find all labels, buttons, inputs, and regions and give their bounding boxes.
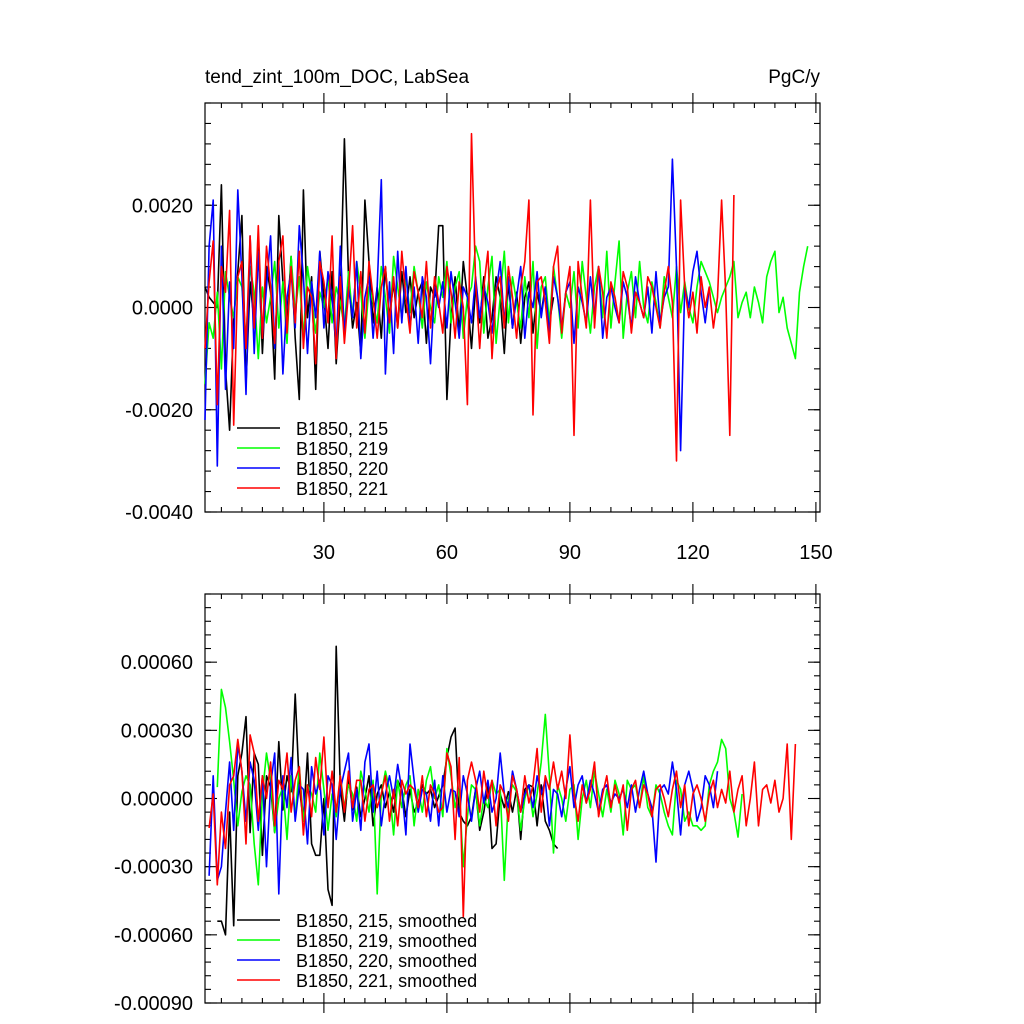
top-panel: tend_zint_100m_DOC, LabSea PgC/y 0.0020 0… xyxy=(125,67,832,564)
x-tick-label: 30 xyxy=(313,542,335,564)
y-tick-label: 0.0000 xyxy=(132,298,193,320)
x-tick-label: 60 xyxy=(436,542,458,564)
y-tick-label: -0.00060 xyxy=(114,925,193,947)
legend-label: B1850, 219, smoothed xyxy=(296,931,477,951)
bottom-panel: 0.00060 0.00030 0.00000 -0.00030 -0.00060 -0.… xyxy=(114,584,821,1015)
chart-title: tend_zint_100m_DOC, LabSea xyxy=(205,67,469,88)
y-tick-label: -0.0040 xyxy=(125,502,193,524)
y-tick-label: 0.00030 xyxy=(121,720,193,742)
units-label: PgC/y xyxy=(768,67,820,88)
series-line-4 xyxy=(208,734,797,918)
legend-label: B1850, 220 xyxy=(296,459,388,479)
x-tick-label: 150 xyxy=(799,542,832,564)
series-line-4 xyxy=(204,132,735,462)
legend-label: B1850, 221 xyxy=(296,479,388,499)
y-tick-label: 0.00000 xyxy=(121,789,193,811)
legend-label: B1850, 219 xyxy=(296,439,388,459)
y-tick-label: -0.0020 xyxy=(125,400,193,422)
legend-label: B1850, 215 xyxy=(296,419,388,439)
legend-label: B1850, 221, smoothed xyxy=(296,971,477,991)
series-line-3 xyxy=(208,743,719,895)
y-tick-label: 0.0020 xyxy=(132,195,193,217)
legend-label: B1850, 215, smoothed xyxy=(296,911,477,931)
y-tick-label: 0.00060 xyxy=(121,652,193,674)
x-tick-label: 90 xyxy=(559,542,581,564)
legend-label: B1850, 220, smoothed xyxy=(296,951,477,971)
y-tick-label: -0.00090 xyxy=(114,993,193,1015)
x-tick-label: 120 xyxy=(676,542,709,564)
y-tick-label: -0.00030 xyxy=(114,857,193,879)
